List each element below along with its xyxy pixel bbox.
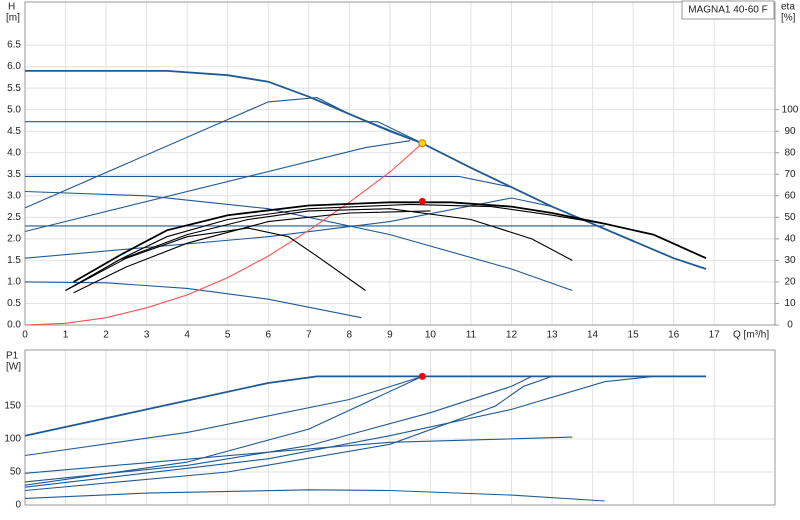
curve xyxy=(24,375,423,457)
curve xyxy=(24,281,362,319)
curve xyxy=(24,436,573,474)
y2-tick-label: 90 xyxy=(784,126,796,137)
y-tick-label: 0.0 xyxy=(7,320,21,331)
curve xyxy=(65,227,366,291)
x-tick-label: 1 xyxy=(63,330,69,341)
operating-point xyxy=(418,139,427,148)
y-tick-label: 0 xyxy=(15,500,21,511)
x-tick-label: 3 xyxy=(144,330,150,341)
y2-tick-label: 20 xyxy=(784,277,796,288)
x-tick-label: 4 xyxy=(184,330,190,341)
curve xyxy=(65,208,573,291)
x-tick-label: 10 xyxy=(425,330,437,341)
y-tick-label: 150 xyxy=(4,401,21,412)
operating-point xyxy=(418,197,426,205)
x-tick-label: 8 xyxy=(347,330,353,341)
curve xyxy=(24,97,423,209)
curve xyxy=(24,140,411,233)
x-tick-label: 0 xyxy=(22,330,28,341)
curve xyxy=(73,203,605,287)
curve xyxy=(73,210,431,294)
y-axis-unit: [W] xyxy=(6,362,21,373)
chart-title: MAGNA1 40-60 F xyxy=(688,5,767,16)
y-tick-label: 5.5 xyxy=(7,83,21,94)
x-tick-label: 15 xyxy=(628,330,640,341)
x-tick-label: 13 xyxy=(546,330,558,341)
y-tick-label: 0.5 xyxy=(7,298,21,309)
x-tick-label: 12 xyxy=(506,330,518,341)
x-tick-label: 14 xyxy=(587,330,599,341)
x-axis-label: Q [m³/h] xyxy=(733,330,769,341)
y2-axis-unit: [%] xyxy=(781,13,796,24)
plot-frame xyxy=(24,349,776,506)
y2-tick-label: 30 xyxy=(784,255,796,266)
y-axis-label: P1 xyxy=(6,351,19,362)
y2-tick-label: 0 xyxy=(787,320,793,331)
x-tick-label: 11 xyxy=(466,330,477,341)
y-tick-label: 5.0 xyxy=(7,104,21,115)
y-tick-label: 3.5 xyxy=(7,169,21,180)
x-tick-label: 7 xyxy=(306,330,312,341)
y2-tick-label: 70 xyxy=(784,169,796,180)
y-tick-label: 6.5 xyxy=(7,40,21,51)
curve xyxy=(24,375,533,483)
y2-tick-label: 80 xyxy=(784,147,796,158)
y-tick-label: 50 xyxy=(10,467,22,478)
x-tick-label: 2 xyxy=(103,330,109,341)
y-axis-label: H xyxy=(8,2,15,13)
y2-tick-label: 10 xyxy=(784,298,796,309)
curve xyxy=(24,197,553,259)
x-tick-label: 6 xyxy=(265,330,271,341)
curve xyxy=(24,142,423,326)
title-box xyxy=(681,0,775,20)
y-tick-label: 4.5 xyxy=(7,126,21,137)
y2-tick-label: 100 xyxy=(782,104,799,115)
x-tick-label: 9 xyxy=(387,330,393,341)
y-tick-label: 6.0 xyxy=(7,61,21,72)
operating-point xyxy=(418,372,426,380)
y2-tick-label: 50 xyxy=(784,212,796,223)
y-tick-label: 2.0 xyxy=(7,234,21,245)
plot-frame xyxy=(24,1,776,326)
y-tick-label: 100 xyxy=(4,434,21,445)
y-tick-label: 1.5 xyxy=(7,255,21,266)
curve xyxy=(24,375,553,492)
y-tick-label: 4.0 xyxy=(7,147,21,158)
curve xyxy=(25,121,423,144)
x-tick-label: 17 xyxy=(709,330,721,341)
y-axis-unit: [m] xyxy=(6,13,20,24)
y-tick-label: 2.5 xyxy=(7,212,21,223)
y2-axis-label: eta xyxy=(781,2,795,13)
x-tick-label: 16 xyxy=(668,330,680,341)
y-tick-label: 1.0 xyxy=(7,277,21,288)
curve xyxy=(24,375,654,488)
y2-tick-label: 60 xyxy=(784,190,796,201)
curve xyxy=(24,190,573,292)
curve xyxy=(24,489,605,502)
curve xyxy=(24,375,707,437)
y2-tick-label: 40 xyxy=(784,234,796,245)
x-tick-label: 5 xyxy=(225,330,231,341)
y-tick-label: 3.0 xyxy=(7,190,21,201)
curve xyxy=(25,175,553,208)
